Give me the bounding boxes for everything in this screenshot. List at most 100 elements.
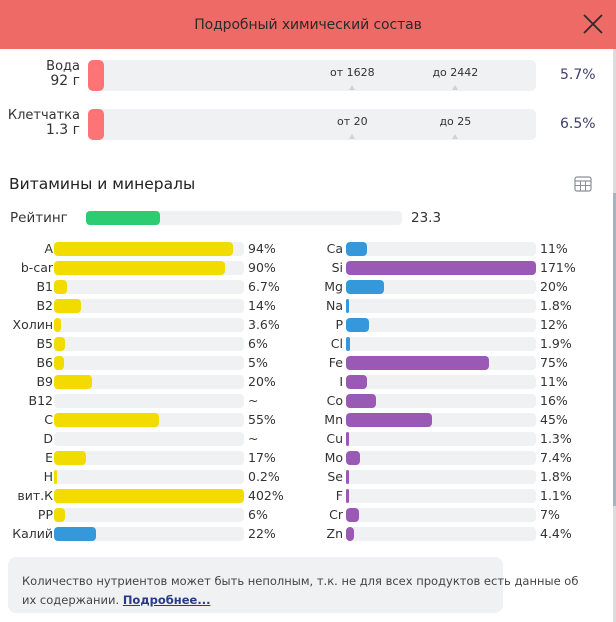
modal-header: Подробный химический состав [0,0,616,49]
nutrient-bar-fill [346,280,384,294]
nutrient-bar-track [346,242,536,256]
macro-max-label: до 25 [439,115,472,128]
nutrient-percent: 94% [248,241,276,256]
nutrient-bar-fill [346,508,360,522]
nutrient-row: Холин 3.6% [0,316,300,335]
nutrient-bar-track [54,489,244,503]
nutrient-bar-fill [54,470,57,484]
macro-amount: 1.3 г [45,122,80,138]
nutrient-row: H 0.2% [0,468,300,487]
rating-value: 23.3 [411,210,442,226]
macro-min-label: от 1628 [329,66,375,79]
nutrient-percent: 6% [248,336,268,351]
nutrient-percent: 20% [248,374,276,389]
close-button[interactable] [580,11,606,37]
nutrient-bar-fill [54,242,233,256]
nutrient-name: Cu [326,431,343,446]
nutrient-bar-fill [54,280,67,294]
nutrient-bar-fill [54,489,244,503]
nutrient-row: Калий 22% [0,525,300,544]
nutrient-bar-fill [54,356,64,370]
nutrient-bar-track [54,318,244,332]
macro-max-tick [452,85,459,90]
nutrient-name: Mo [324,450,343,465]
nutrient-name: PP [37,507,53,522]
nutrient-bar-fill [346,299,350,313]
nutrient-bar-fill [346,394,377,408]
nutrient-row: A 94% [0,240,300,259]
nutrient-name: P [335,317,343,332]
nutrient-row: b-car 90% [0,259,300,278]
nutrient-bar-fill [346,432,349,446]
modal-content: Вода 92 г от 1628 до 2442 5.7% Клетчатка 1.3 г… [0,49,602,622]
table-icon [574,176,592,192]
nutrient-bar-track [346,280,536,294]
nutrient-percent: 12% [540,317,568,332]
rating-label: Рейтинг [10,210,68,226]
scrollbar-thumb[interactable] [613,193,616,506]
nutrient-bar-fill [346,470,350,484]
nutrient-row: Cl 1.9% [300,335,600,354]
nutrient-row: Mg 20% [300,278,600,297]
nutrient-row: B12 ~ [0,392,300,411]
nutrient-bar-track [346,470,536,484]
nutrient-row: B9 20% [0,373,300,392]
rating-row: Рейтинг 23.3 [0,209,602,229]
nutrient-bar-track [54,299,244,313]
nutrient-bar-track [346,394,536,408]
nutrient-name: E [45,450,53,465]
nutrient-name: B1 [36,279,53,294]
macro-label: Клетчатка 1.3 г [8,108,80,138]
nutrient-bar-track [346,432,536,446]
nutrient-percent: 45% [540,412,568,427]
macro-bar-fill [88,60,104,91]
macro-percent: 5.7% [560,67,596,83]
more-info-link[interactable]: Подробнее... [122,593,211,607]
nutrient-row: B5 6% [0,335,300,354]
nutrient-row: Co 16% [300,392,600,411]
nutrient-bar-track [54,527,244,541]
nutrient-bar-fill [54,451,87,465]
nutrient-name: D [43,431,53,446]
nutrient-percent: 171% [540,260,576,275]
nutrient-row: B1 6.7% [0,278,300,297]
table-view-button[interactable] [574,176,592,192]
nutrient-name: Холин [12,317,54,332]
info-note [8,557,503,613]
nutrient-bar-track [54,470,244,484]
nutrient-name: Se [327,469,343,484]
nutrient-row: Fe 75% [300,354,600,373]
nutrient-row: C 55% [0,411,300,430]
nutrient-row: Zn 4.4% [300,525,600,544]
nutrient-row: D ~ [0,430,300,449]
nutrient-name: Cl [330,336,343,351]
nutrient-bar-fill [346,261,536,275]
nutrient-bar-track [54,337,244,351]
nutrient-bar-fill [54,527,96,541]
nutrient-name: Na [325,298,343,313]
macro-min-label: от 20 [336,115,368,128]
nutrient-row: Se 1.8% [300,468,600,487]
nutrient-bar-track [346,261,536,275]
nutrient-name: Mn [324,412,343,427]
nutrient-bar-track [54,261,244,275]
nutrient-row: F 1.1% [300,487,600,506]
nutrient-row: Cr 7% [300,506,600,525]
nutrient-bar-fill [346,337,350,351]
nutrient-bar-fill [54,508,66,522]
nutrient-name: b-car [20,260,53,275]
nutrient-percent: 1.8% [540,298,572,313]
nutrient-percent: 4.4% [540,526,572,541]
nutrient-bar-track [346,299,536,313]
nutrient-name: I [339,374,343,389]
nutrient-name: B12 [28,393,53,408]
macro-max-label: до 2442 [432,66,479,79]
nutrient-percent: 1.3% [540,431,572,446]
nutrient-percent: 1.9% [540,336,572,351]
nutrient-bar-track [54,394,244,408]
nutrient-bar-fill [54,413,159,427]
minerals-column: Ca 11% Si 171% Mg 20% Na 1.8% P 12% Cl 1.9% Fe 75% I 11… [300,240,600,544]
nutrient-percent: 75% [540,355,568,370]
nutrient-percent: 11% [540,241,568,256]
modal-title: Подробный химический состав [194,16,422,33]
